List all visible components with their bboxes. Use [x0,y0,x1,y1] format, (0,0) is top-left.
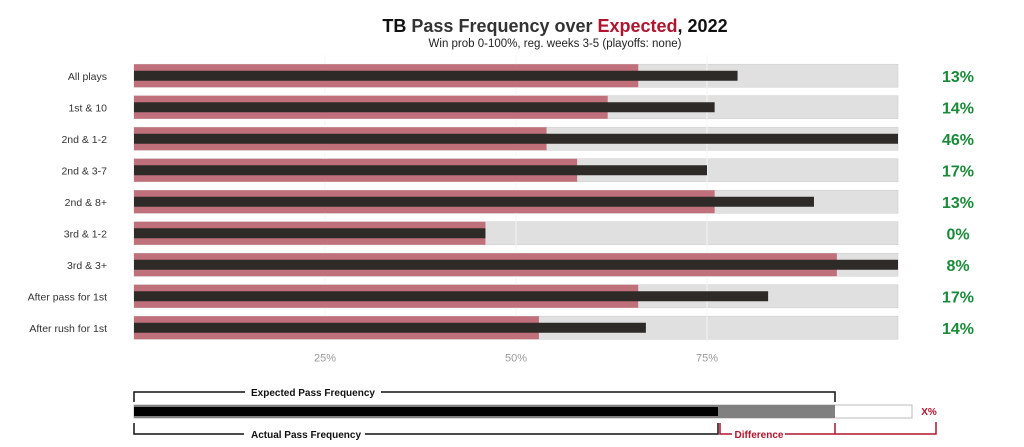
difference-label: 17% [942,163,974,180]
chart-title: TB Pass Frequency over Expected, 2022 [382,16,727,36]
legend-actual-bracket-left [133,423,244,435]
actual-bar [134,102,715,113]
difference-label: 17% [942,289,974,306]
actual-bar [134,133,898,144]
actual-bar [134,228,486,239]
actual-bar [134,291,769,302]
difference-label: 14% [942,100,974,117]
title-part1: Pass Frequency over [406,16,597,36]
chart-subtitle: Win prob 0-100%, reg. weeks 3-5 (playoff… [429,38,682,50]
x-tick-label: 50% [505,353,527,365]
legend-expected-bracket-right [381,391,836,402]
legend-difference-label: Difference [735,430,784,441]
title-team: TB [382,16,406,36]
x-tick-label: 25% [314,353,336,365]
difference-label: 46% [942,132,974,149]
y-category-label: 2nd & 1-2 [61,134,107,146]
legend-diff-label: X% [921,407,937,418]
y-category-label: 2nd & 8+ [65,197,107,209]
y-category-label: 1st & 10 [68,102,107,114]
x-tick-label: 75% [696,353,718,365]
actual-bar [134,70,738,81]
legend-actual-bar [134,407,718,416]
actual-bar [134,322,646,333]
actual-bar [134,259,898,270]
legend-actual-bracket-right [365,423,719,435]
y-category-label: After rush for 1st [29,323,107,335]
difference-label: 8% [946,258,969,275]
y-category-label: 3rd & 1-2 [64,228,107,240]
y-category-label: 2nd & 3-7 [61,165,107,177]
difference-label: 0% [946,226,969,243]
difference-label: 14% [942,321,974,338]
y-category-label: All plays [68,71,107,83]
actual-bar [134,165,707,176]
legend-expected-label: Expected Pass Frequency [251,388,375,399]
legend: Expected Pass Frequency X% Actual Pass F… [133,388,937,441]
legend-difference-bracket-left [719,423,732,435]
y-category-label: 3rd & 3+ [67,260,107,272]
actual-bar [134,196,814,207]
title-part2: , 2022 [678,16,728,36]
legend-difference-bracket-right [785,422,937,435]
plot-area: 25% 50% 75% All plays 13% 1st & 10 14% 2nd & 1-… [28,55,974,365]
legend-expected-bracket-left [133,391,245,402]
difference-label: 13% [942,195,974,212]
title-highlight: Expected [598,16,678,36]
difference-label: 13% [942,69,974,86]
y-category-label: After pass for 1st [28,291,107,303]
legend-actual-label: Actual Pass Frequency [251,430,361,441]
